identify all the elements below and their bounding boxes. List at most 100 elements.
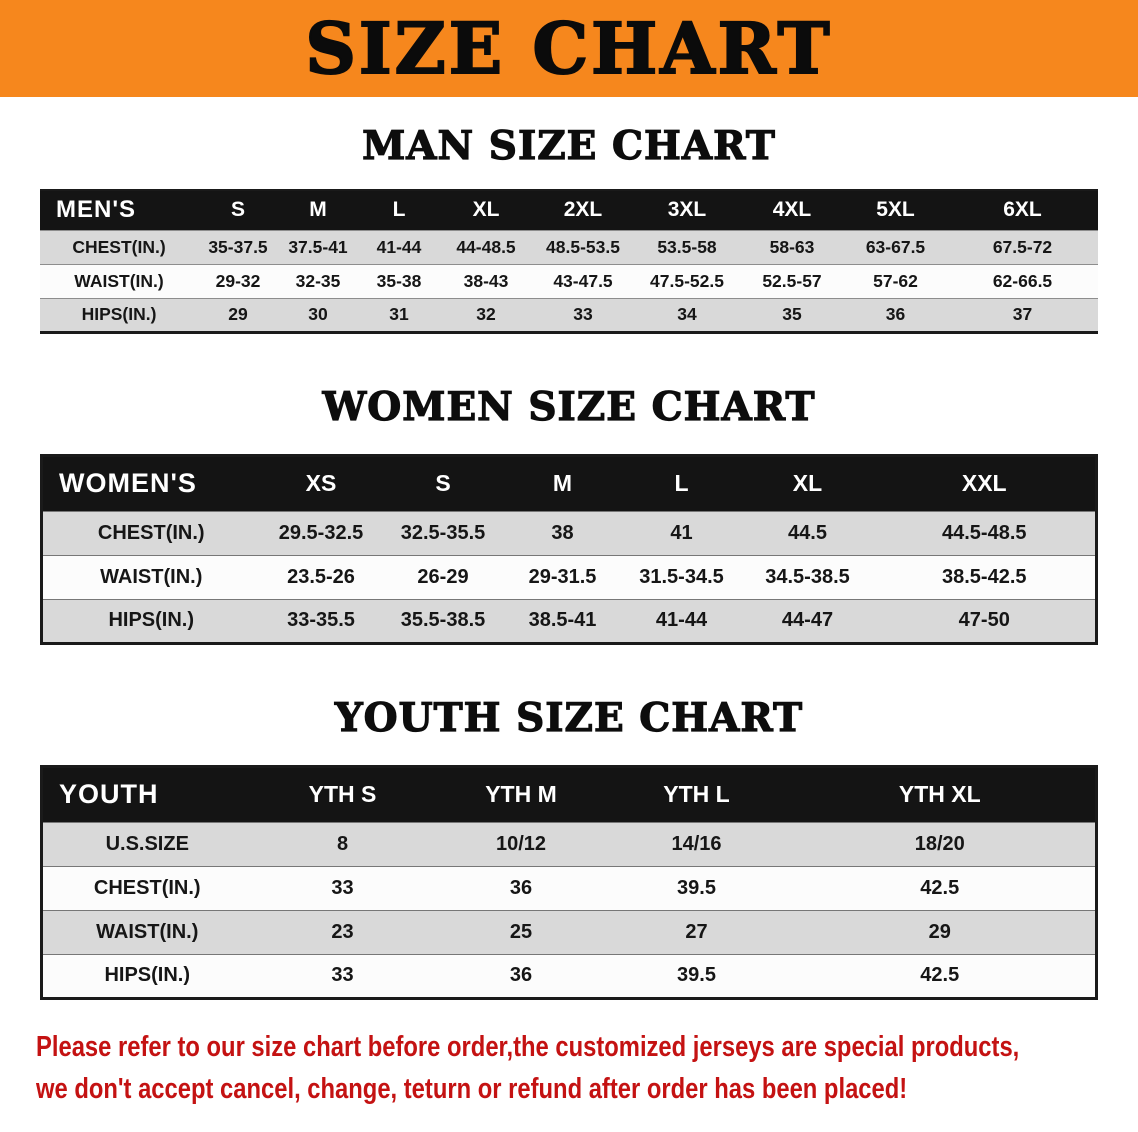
size-value: 33-35.5 xyxy=(287,609,355,631)
size-value: 29 xyxy=(228,304,248,324)
men-size-header: 4XL xyxy=(740,190,844,230)
men-header-row: MEN'S S M L XL 2XL 3XL 4XL 5XL 6XL xyxy=(40,190,1098,230)
men-section-heading: MAN SIZE CHART xyxy=(362,122,776,169)
size-value: 27 xyxy=(685,920,708,943)
size-value: 10/12 xyxy=(495,832,547,855)
size-value: 41 xyxy=(670,521,693,544)
size-value: 36 xyxy=(509,964,533,986)
row-label: HIPS(IN.) xyxy=(81,304,157,324)
size-value: 38.5-41 xyxy=(528,609,597,631)
size-value: 34 xyxy=(677,304,697,324)
row-label: CHEST(IN.) xyxy=(97,521,205,544)
size-value: 62-66.5 xyxy=(992,270,1053,291)
row-label: U.S.SIZE xyxy=(105,832,189,855)
size-value: 41-44 xyxy=(376,236,422,257)
size-value: 53.5-58 xyxy=(657,236,717,257)
row-label: CHEST(IN.) xyxy=(93,876,201,899)
men-chest-row: CHEST(IN.) 35-37.5 37.5-41 41-44 44-48.5… xyxy=(40,230,1098,264)
size-value: 32 xyxy=(476,304,496,324)
size-value: 30 xyxy=(308,304,328,324)
page-title: SIZE CHART xyxy=(304,6,833,91)
women-table-title: WOMEN'S xyxy=(41,455,260,511)
women-size-header: L xyxy=(621,455,742,511)
size-value: 23 xyxy=(331,920,354,943)
size-value: 29-32 xyxy=(215,270,261,291)
size-value: 57-62 xyxy=(873,270,918,291)
row-label: WAIST(IN.) xyxy=(96,920,199,943)
size-value: 31.5-34.5 xyxy=(639,565,724,588)
size-value: 47-50 xyxy=(958,609,1010,631)
size-value: 39.5 xyxy=(677,876,716,899)
size-value: 37.5-41 xyxy=(288,236,348,257)
size-value: 44-48.5 xyxy=(456,236,516,257)
youth-size-header: YTH L xyxy=(608,766,785,822)
row-label: CHEST(IN.) xyxy=(72,236,166,257)
size-value: 44.5 xyxy=(788,521,827,544)
youth-table-title: YOUTH xyxy=(41,766,252,822)
row-label: WAIST(IN.) xyxy=(100,565,203,588)
men-size-header: L xyxy=(358,190,440,230)
size-value: 44.5-48.5 xyxy=(941,521,1027,544)
size-value: 33 xyxy=(331,876,354,899)
size-value: 36 xyxy=(509,876,533,899)
men-size-header: 5XL xyxy=(844,190,947,230)
size-value: 43-47.5 xyxy=(553,270,613,291)
row-label: HIPS(IN.) xyxy=(108,609,195,631)
size-value: 36 xyxy=(885,304,906,324)
size-value: 52.5-57 xyxy=(762,270,822,291)
men-size-header: 3XL xyxy=(634,190,740,230)
size-value: 42.5 xyxy=(920,876,960,899)
youth-size-table: YOUTH YTH S YTH M YTH L YTH XL U.S.SIZE … xyxy=(40,764,1098,1000)
disclaimer-line-1: Please refer to our size chart before or… xyxy=(36,1030,1020,1063)
size-value: 58-63 xyxy=(769,236,815,257)
size-value: 38.5-42.5 xyxy=(941,565,1027,588)
size-value: 29 xyxy=(928,920,951,943)
women-size-header: XXL xyxy=(873,455,1097,511)
size-value: 33 xyxy=(331,964,354,986)
size-value: 67.5-72 xyxy=(992,236,1053,257)
youth-hips-row: HIPS(IN.) 33 36 39.5 42.5 xyxy=(41,954,1097,998)
size-value: 35-38 xyxy=(376,270,422,291)
men-table-title: MEN'S xyxy=(40,190,198,230)
size-value: 35-37.5 xyxy=(208,236,268,257)
size-value: 48.5-53.5 xyxy=(546,236,620,257)
youth-size-header: YTH XL xyxy=(784,766,1097,822)
size-value: 35 xyxy=(782,304,802,324)
size-value: 23.5-26 xyxy=(287,565,355,588)
size-value: 25 xyxy=(509,920,533,943)
size-value: 44-47 xyxy=(781,609,834,631)
size-value: 29.5-32.5 xyxy=(278,521,364,544)
women-section-heading: WOMEN SIZE CHART xyxy=(322,383,816,430)
disclaimer-note: Please refer to our size chart before or… xyxy=(36,1026,1138,1110)
size-value: 38 xyxy=(551,521,574,544)
youth-size-header: YTH S xyxy=(251,766,434,822)
size-value: 14/16 xyxy=(671,832,722,855)
size-value: 33 xyxy=(573,304,593,324)
men-size-header: 6XL xyxy=(947,190,1098,230)
size-value: 32-35 xyxy=(295,270,341,291)
men-size-header: 2XL xyxy=(532,190,634,230)
youth-chest-row: CHEST(IN.) 33 36 39.5 42.5 xyxy=(41,866,1097,910)
size-value: 37 xyxy=(1012,304,1033,324)
row-label: HIPS(IN.) xyxy=(104,964,191,986)
size-value: 34.5-38.5 xyxy=(765,565,850,588)
size-value: 42.5 xyxy=(920,964,960,986)
size-value: 31 xyxy=(389,304,409,324)
size-value: 47.5-52.5 xyxy=(650,270,724,291)
youth-size-header: YTH M xyxy=(433,766,609,822)
size-value: 41-44 xyxy=(655,609,708,631)
women-hips-row: HIPS(IN.) 33-35.5 35.5-38.5 38.5-41 41-4… xyxy=(41,599,1097,643)
size-value: 35.5-38.5 xyxy=(400,609,486,631)
size-value: 38-43 xyxy=(463,270,509,291)
men-size-header: M xyxy=(278,190,358,230)
youth-ussize-row: U.S.SIZE 8 10/12 14/16 18/20 xyxy=(41,822,1097,866)
women-size-header: M xyxy=(503,455,622,511)
size-value: 63-67.5 xyxy=(865,236,926,257)
size-value: 18/20 xyxy=(914,832,965,855)
women-size-table: WOMEN'S XS S M L XL XXL CHEST(IN.) 29.5-… xyxy=(40,453,1098,645)
row-label: WAIST(IN.) xyxy=(74,270,164,291)
size-value: 8 xyxy=(336,832,349,855)
women-size-header: XS xyxy=(259,455,383,511)
youth-header-row: YOUTH YTH S YTH M YTH L YTH XL xyxy=(41,766,1097,822)
banner: SIZE CHART xyxy=(0,0,1138,97)
